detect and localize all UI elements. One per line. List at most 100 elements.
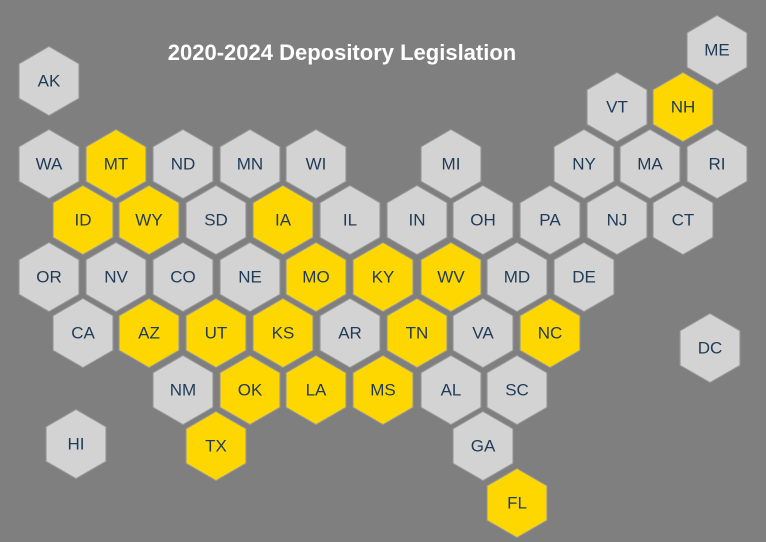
state-label: ME	[704, 41, 730, 60]
state-hex-ma: MA	[619, 128, 681, 200]
hexagon-shape	[285, 241, 347, 313]
state-label: IL	[343, 211, 357, 230]
state-hex-nv: NV	[85, 241, 147, 313]
map-title: 2020-2024 Depository Legislation	[167, 40, 517, 65]
state-hex-ct: CT	[652, 184, 714, 256]
state-hex-md: MD	[486, 241, 548, 313]
state-hex-mi: MI	[420, 128, 482, 200]
hexagon-shape	[45, 408, 107, 480]
state-label: MT	[104, 155, 129, 174]
hexagon-shape	[686, 14, 748, 86]
state-hex-la: LA	[285, 354, 347, 426]
state-label: TN	[406, 324, 429, 343]
state-label: NY	[572, 155, 596, 174]
state-hex-al: AL	[420, 354, 482, 426]
hexagon-shape	[118, 297, 180, 369]
state-label: NC	[538, 324, 563, 343]
state-hex-ok: OK	[219, 354, 281, 426]
state-hex-sc: SC	[486, 354, 548, 426]
state-label: SD	[204, 211, 228, 230]
hexagon-shape	[319, 184, 381, 256]
state-label: PA	[539, 211, 561, 230]
hexagon-shape	[386, 297, 448, 369]
state-hex-nd: ND	[152, 128, 214, 200]
state-label: WI	[306, 155, 327, 174]
state-label: AR	[338, 324, 362, 343]
hexagon-shape	[152, 128, 214, 200]
state-label: NJ	[607, 211, 628, 230]
hexagon-shape	[519, 184, 581, 256]
hexagon-shape	[219, 128, 281, 200]
state-label: MS	[370, 381, 396, 400]
state-label: GA	[471, 437, 496, 456]
hexagon-shape	[152, 354, 214, 426]
hexagon-shape	[619, 128, 681, 200]
hexagon-shape	[352, 354, 414, 426]
state-hex-wa: WA	[18, 128, 80, 200]
hexagon-shape	[185, 410, 247, 482]
hexagon-shape	[118, 184, 180, 256]
state-hex-in: IN	[386, 184, 448, 256]
state-label: SC	[505, 381, 529, 400]
hexagon-shape	[452, 297, 514, 369]
hexagon-shape	[486, 467, 548, 539]
state-hex-wv: WV	[420, 241, 482, 313]
state-label: WA	[36, 155, 63, 174]
state-label: UT	[205, 324, 228, 343]
state-hex-tx: TX	[185, 410, 247, 482]
hexagon-shape	[486, 241, 548, 313]
hexagon-shape	[519, 297, 581, 369]
state-label: DE	[572, 268, 596, 287]
state-hex-me: ME	[686, 14, 748, 86]
state-label: DC	[698, 339, 723, 358]
state-hex-or: OR	[18, 241, 80, 313]
state-hex-va: VA	[452, 297, 514, 369]
state-label: RI	[709, 155, 726, 174]
hexagon-shape	[553, 241, 615, 313]
hexagon-shape	[285, 128, 347, 200]
state-hex-ak: AK	[18, 45, 80, 117]
state-hex-az: AZ	[118, 297, 180, 369]
hexagon-shape	[652, 71, 714, 143]
hexagon-shape	[386, 184, 448, 256]
hexagon-shape	[319, 297, 381, 369]
state-label: AK	[38, 72, 61, 91]
state-hex-id: ID	[52, 184, 114, 256]
hexagon-shape	[652, 184, 714, 256]
hexagon-shape	[486, 354, 548, 426]
state-label: WV	[437, 268, 465, 287]
state-hex-fl: FL	[486, 467, 548, 539]
state-hex-dc: DC	[679, 312, 741, 384]
state-hex-ia: IA	[252, 184, 314, 256]
state-label: ID	[75, 211, 92, 230]
state-hex-mo: MO	[285, 241, 347, 313]
state-hex-de: DE	[553, 241, 615, 313]
state-label: NE	[238, 268, 262, 287]
state-hex-nc: NC	[519, 297, 581, 369]
state-hex-ri: RI	[686, 128, 748, 200]
state-hex-wy: WY	[118, 184, 180, 256]
state-hex-ga: GA	[452, 410, 514, 482]
hexagon-shape	[452, 410, 514, 482]
state-label: KS	[272, 324, 295, 343]
state-label: MD	[504, 268, 530, 287]
state-label: MI	[442, 155, 461, 174]
hexagon-shape	[586, 184, 648, 256]
state-label: AZ	[138, 324, 160, 343]
hexagon-shape	[18, 128, 80, 200]
state-hex-ar: AR	[319, 297, 381, 369]
state-label: CO	[170, 268, 196, 287]
state-label: OK	[238, 381, 263, 400]
hexagon-shape	[285, 354, 347, 426]
hexagon-shape	[185, 297, 247, 369]
state-label: IA	[275, 211, 292, 230]
hexagon-shape	[420, 354, 482, 426]
hexagon-shape	[52, 297, 114, 369]
state-label: MA	[637, 155, 663, 174]
state-hex-ky: KY	[352, 241, 414, 313]
state-label: AL	[441, 381, 462, 400]
hexagon-shape	[18, 45, 80, 117]
state-hex-mt: MT	[85, 128, 147, 200]
state-hex-nh: NH	[652, 71, 714, 143]
hexagon-shape	[85, 128, 147, 200]
